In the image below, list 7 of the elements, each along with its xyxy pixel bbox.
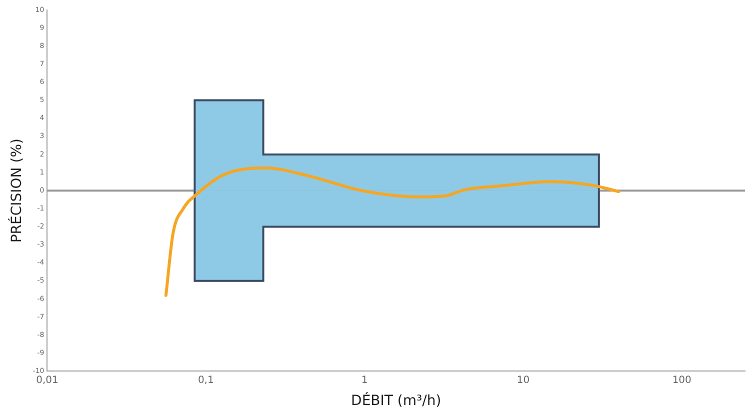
x-tick-label: 100 (672, 374, 692, 386)
x-tick-label: 10 (516, 374, 530, 386)
y-axis-title: PRÉCISION (%) (8, 138, 26, 243)
x-tick-label: 0,01 (36, 374, 58, 386)
x-axis-title: DÉBIT (m³/h) (351, 392, 442, 410)
x-tick-label: 1 (361, 374, 368, 386)
x-tick-label: 0,1 (198, 374, 214, 386)
